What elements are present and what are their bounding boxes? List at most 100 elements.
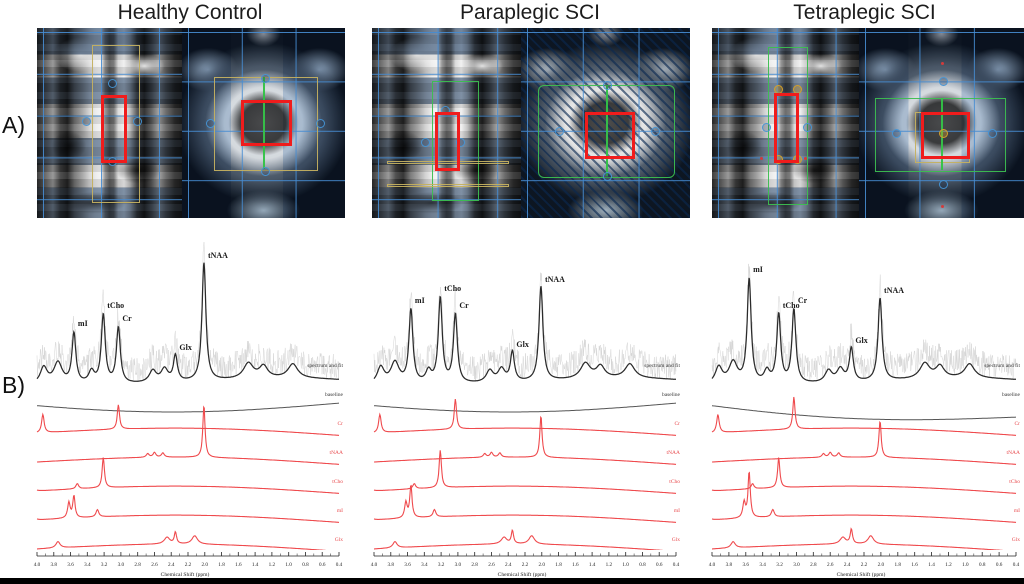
spectrum-cell-healthy-control: mI tCho Cr Glx tNAA spectrum and fit baseline C…	[25, 225, 345, 584]
peak-label-tnaa: tNAA	[207, 251, 228, 260]
x-tick-label: 2.6	[488, 562, 495, 568]
x-tick-label: 1.6	[235, 562, 242, 568]
x-tick-label: 1.6	[572, 562, 579, 568]
x-tick-label: 1.2	[268, 562, 276, 568]
x-tick-label: 3.4	[84, 562, 91, 568]
x-tick-label: 2.2	[521, 562, 529, 568]
peak-label-cr: Cr	[122, 313, 132, 323]
spectrum-plot-tetraplegic-sci	[711, 263, 1017, 550]
spectrum-trace	[711, 457, 1017, 494]
marker-dot	[804, 157, 808, 161]
fov-line	[386, 183, 509, 187]
column-title-tetraplegic-sci: Tetraplegic SCI	[793, 1, 936, 24]
marker-dot	[941, 62, 945, 66]
axial-image-healthy-control	[181, 28, 345, 218]
peak-label-mi: mI	[753, 265, 763, 275]
column-title-healthy-control: Healthy Control	[117, 1, 263, 24]
spectrum-cell-tetraplegic-sci: mI tCho Cr Glx tNAA spectrum and fit baseline C…	[700, 225, 1022, 584]
x-tick-label: 3.4	[421, 562, 428, 568]
voxel-box[interactable]	[100, 94, 127, 164]
localization-grid	[712, 28, 859, 218]
x-tick-label: 1.4	[588, 562, 596, 568]
x-tick-label: 0.4	[1012, 562, 1020, 568]
x-tick-label: 2.8	[810, 562, 817, 568]
annotation-spectrum-and-fit: spectrum and fit	[984, 363, 1020, 369]
x-tick-label: 4.0	[33, 562, 41, 568]
x-tick-label: 2.2	[184, 562, 192, 568]
voxel-box[interactable]	[434, 111, 461, 171]
panel-label-a: A)	[2, 112, 25, 138]
sagittal-image-healthy-control	[37, 28, 182, 218]
spectrum-trace	[712, 420, 1017, 465]
trace-label-glx: Glx	[334, 537, 343, 543]
x-tick-label: 3.0	[793, 562, 800, 568]
spectrum-trace	[36, 404, 340, 436]
x-axis-title: Chemical Shift (ppm)	[497, 572, 547, 578]
peak-label-mi: mI	[77, 319, 88, 329]
x-tick-label: 3.2	[100, 562, 108, 568]
spectrum-trace	[37, 530, 328, 550]
spectrum-trace	[373, 272, 677, 381]
x-tick-label: 0.6	[318, 562, 326, 568]
x-tick-label: 1.0	[962, 562, 969, 568]
grid-handle	[938, 77, 948, 87]
x-tick-label: 3.0	[454, 562, 462, 568]
peak-label-cr: Cr	[459, 300, 469, 310]
spectrum-trace	[373, 286, 676, 382]
grid-handle	[206, 119, 216, 129]
grid-handle	[938, 180, 948, 189]
x-tick-label: 2.4	[504, 562, 512, 568]
trace-label-tnaa: tNAA	[666, 450, 680, 456]
x-tick-label: 3.2	[437, 562, 445, 568]
spectrum-trace	[36, 494, 340, 523]
x-tick-label: 3.8	[50, 562, 58, 568]
trace-label-cr: Cr	[1014, 421, 1021, 427]
spectrum-trace	[373, 450, 677, 494]
spectrum-plot-paraplegic-sci	[373, 272, 677, 550]
x-axis-healthy-control: 4.0 3.8 3.6 3.4 3.2 3.0 2.8 2.6 2.4 2.2 2.0 1.8 1.6 1…	[25, 550, 345, 584]
trace-label-mi: mI	[1013, 508, 1020, 514]
spectrum-trace	[711, 277, 1016, 382]
axial-image-paraplegic-sci	[521, 28, 690, 218]
x-tick-label: 1.8	[894, 562, 902, 568]
trace-label-glx: Glx	[671, 537, 680, 543]
trace-label-baseline: baseline	[1001, 392, 1020, 398]
voxel-box[interactable]	[773, 92, 799, 164]
x-tick-label: 3.0	[117, 562, 125, 568]
x-tick-label: 1.2	[945, 562, 952, 568]
x-tick-label: 2.0	[877, 562, 885, 568]
x-tick-label: 0.8	[978, 562, 986, 568]
spectrum-trace	[374, 528, 665, 550]
x-tick-label: 0.8	[302, 562, 309, 568]
spectrum-trace	[373, 402, 677, 413]
x-tick-label: 2.6	[826, 562, 834, 568]
spectrum-trace	[373, 399, 677, 436]
voxel-box[interactable]	[240, 100, 293, 147]
trace-label-baseline: baseline	[324, 392, 343, 398]
grid-handle	[603, 81, 613, 91]
x-tick-label: 3.2	[776, 562, 783, 568]
spectrum-trace	[711, 263, 1017, 382]
voxel-box[interactable]	[921, 111, 971, 160]
x-axis-title: Chemical Shift (ppm)	[836, 572, 886, 578]
spectrum-trace	[373, 484, 677, 523]
trace-label-tnaa: tNAA	[1006, 450, 1020, 456]
x-axis-paraplegic-sci: 4.0 3.8 3.6 3.4 3.2 3.0 2.8 2.6 2.4 2.2 2.0 1.8 1.6 1…	[362, 550, 682, 584]
column-title-paraplegic-sci: Paraplegic SCI	[459, 1, 601, 24]
spectrum-trace	[711, 396, 1017, 436]
x-tick-label: 2.0	[201, 562, 209, 568]
grid-handle	[260, 73, 270, 83]
voxel-box[interactable]	[585, 111, 636, 160]
sagittal-image-paraplegic-sci	[372, 28, 522, 218]
x-tick-label: 3.4	[759, 562, 766, 568]
x-tick-label: 2.6	[151, 562, 158, 568]
mri-panel-row	[0, 28, 1024, 218]
x-tick-label: 2.8	[134, 562, 141, 568]
trace-label-tcho: tCho	[332, 479, 343, 485]
grid-handle	[260, 166, 270, 176]
x-tick-label: 1.0	[622, 562, 629, 568]
x-tick-label: 1.0	[285, 562, 292, 568]
trace-label-cr: Cr	[337, 421, 344, 427]
panel-label-b: B)	[2, 372, 25, 398]
grid-handle	[987, 128, 997, 138]
